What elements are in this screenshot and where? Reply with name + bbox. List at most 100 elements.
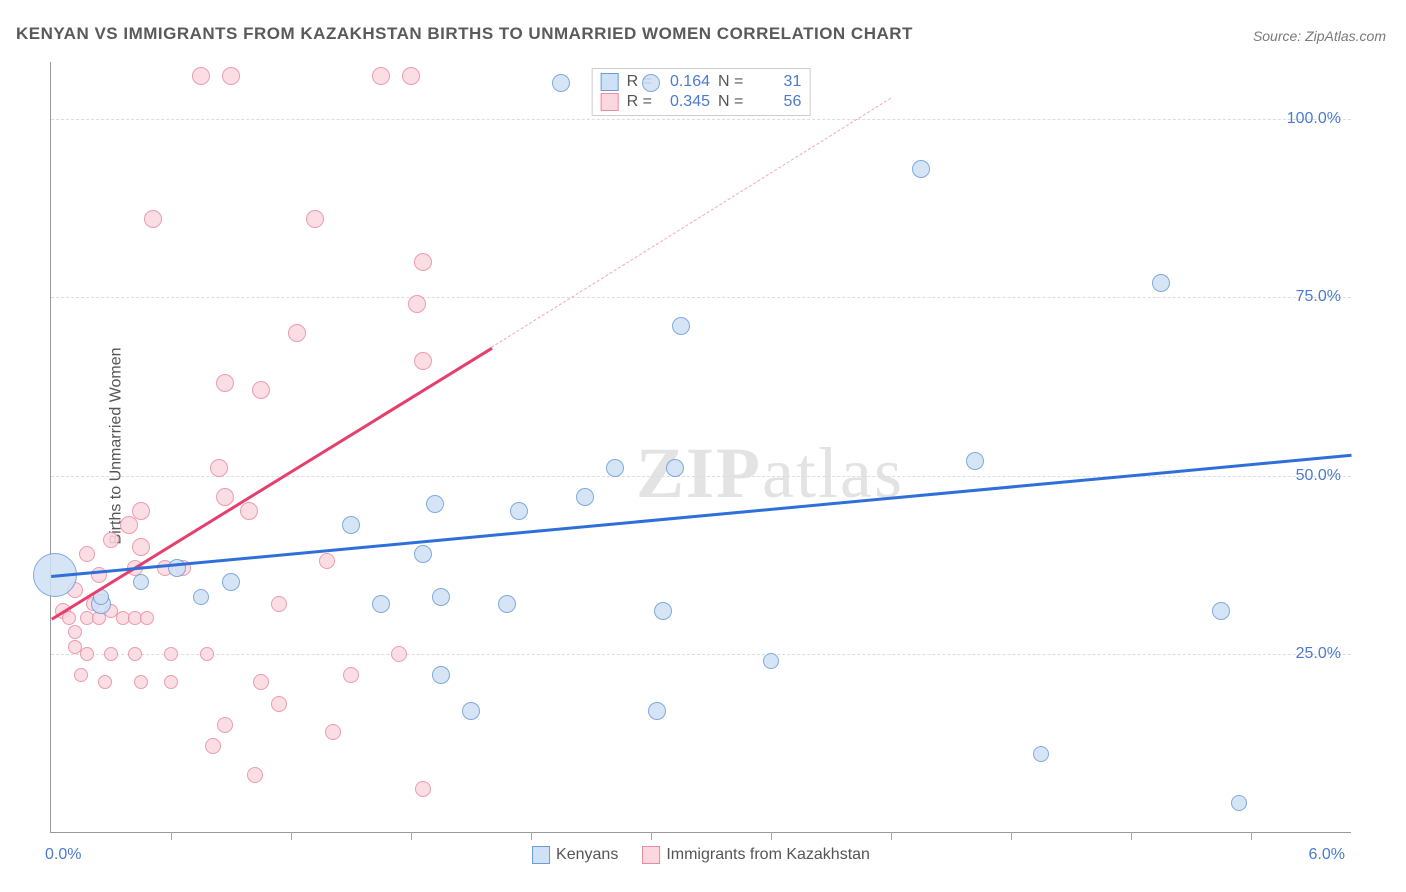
data-point-kenyans xyxy=(432,666,450,684)
data-point-kazakhstan xyxy=(217,717,233,733)
data-point-kenyans xyxy=(1231,795,1247,811)
x-axis-min-label: 0.0% xyxy=(45,846,81,864)
data-point-kazakhstan xyxy=(164,675,178,689)
data-point-kenyans xyxy=(193,589,209,605)
n-value-kenyans: 31 xyxy=(751,73,801,91)
legend-label-kenyans: Kenyans xyxy=(556,846,618,864)
chart-title: KENYAN VS IMMIGRANTS FROM KAZAKHSTAN BIR… xyxy=(16,24,913,44)
data-point-kazakhstan xyxy=(252,381,270,399)
gridline-h xyxy=(51,297,1351,298)
y-tick-label: 100.0% xyxy=(1287,110,1341,128)
legend-item-kazakhstan: Immigrants from Kazakhstan xyxy=(642,846,870,864)
data-point-kenyans xyxy=(672,317,690,335)
y-tick-label: 75.0% xyxy=(1296,288,1341,306)
legend-item-kenyans: Kenyans xyxy=(532,846,618,864)
data-point-kazakhstan xyxy=(80,647,94,661)
data-point-kazakhstan xyxy=(415,781,431,797)
data-point-kenyans xyxy=(654,602,672,620)
data-point-kazakhstan xyxy=(68,625,82,639)
data-point-kazakhstan xyxy=(288,324,306,342)
data-point-kazakhstan xyxy=(271,696,287,712)
data-point-kazakhstan xyxy=(192,67,210,85)
data-point-kazakhstan xyxy=(79,546,95,562)
data-point-kenyans xyxy=(222,573,240,591)
trendline-kazakhstan xyxy=(51,347,493,620)
data-point-kenyans xyxy=(426,495,444,513)
data-point-kazakhstan xyxy=(103,532,119,548)
legend-label-kazakhstan: Immigrants from Kazakhstan xyxy=(666,846,870,864)
data-point-kenyans xyxy=(342,516,360,534)
x-tick xyxy=(531,832,532,840)
data-point-kazakhstan xyxy=(164,647,178,661)
n-label: N = xyxy=(718,93,743,111)
data-point-kazakhstan xyxy=(391,646,407,662)
x-tick xyxy=(651,832,652,840)
legend: Kenyans Immigrants from Kazakhstan xyxy=(532,846,870,864)
x-tick xyxy=(891,832,892,840)
swatch-kazakhstan xyxy=(601,93,619,111)
data-point-kazakhstan xyxy=(216,488,234,506)
data-point-kenyans xyxy=(552,74,570,92)
data-point-kazakhstan xyxy=(253,674,269,690)
data-point-kazakhstan xyxy=(74,668,88,682)
data-point-kazakhstan xyxy=(372,67,390,85)
data-point-kazakhstan xyxy=(120,516,138,534)
gridline-h xyxy=(51,654,1351,655)
data-point-kenyans xyxy=(576,488,594,506)
data-point-kenyans xyxy=(666,459,684,477)
data-point-kenyans xyxy=(510,502,528,520)
data-point-kenyans xyxy=(912,160,930,178)
data-point-kenyans xyxy=(763,653,779,669)
data-point-kenyans xyxy=(1212,602,1230,620)
x-tick xyxy=(771,832,772,840)
data-point-kazakhstan xyxy=(414,352,432,370)
data-point-kenyans xyxy=(414,545,432,563)
data-point-kenyans xyxy=(606,459,624,477)
watermark-zip: ZIP xyxy=(636,433,762,513)
r-value-kenyans: 0.164 xyxy=(660,73,710,91)
data-point-kazakhstan xyxy=(402,67,420,85)
y-tick-label: 25.0% xyxy=(1296,645,1341,663)
gridline-h xyxy=(51,119,1351,120)
gridline-h xyxy=(51,476,1351,477)
data-point-kazakhstan xyxy=(200,647,214,661)
data-point-kenyans xyxy=(966,452,984,470)
data-point-kazakhstan xyxy=(325,724,341,740)
n-label: N = xyxy=(718,73,743,91)
n-value-kazakhstan: 56 xyxy=(751,93,801,111)
data-point-kazakhstan xyxy=(271,596,287,612)
r-value-kazakhstan: 0.345 xyxy=(660,93,710,111)
r-label: R = xyxy=(627,93,652,111)
data-point-kazakhstan xyxy=(104,647,118,661)
data-point-kazakhstan xyxy=(319,553,335,569)
data-point-kenyans xyxy=(1152,274,1170,292)
chart-plot-area: ZIPatlas R = 0.164 N = 31 R = 0.345 N = … xyxy=(50,62,1351,833)
data-point-kazakhstan xyxy=(128,647,142,661)
x-tick xyxy=(171,832,172,840)
stats-panel: R = 0.164 N = 31 R = 0.345 N = 56 xyxy=(592,68,811,116)
data-point-kazakhstan xyxy=(222,67,240,85)
data-point-kenyans xyxy=(498,595,516,613)
data-point-kazakhstan xyxy=(98,675,112,689)
watermark-atlas: atlas xyxy=(762,433,904,513)
legend-swatch-kazakhstan xyxy=(642,846,660,864)
data-point-kenyans xyxy=(462,702,480,720)
data-point-kenyans xyxy=(432,588,450,606)
data-point-kenyans xyxy=(133,574,149,590)
trendline-kazakhstan-extrapolated xyxy=(491,98,892,348)
legend-swatch-kenyans xyxy=(532,846,550,864)
x-tick xyxy=(291,832,292,840)
data-point-kazakhstan xyxy=(240,502,258,520)
stats-row-kazakhstan: R = 0.345 N = 56 xyxy=(601,93,802,111)
x-tick xyxy=(411,832,412,840)
x-tick xyxy=(1011,832,1012,840)
data-point-kazakhstan xyxy=(205,738,221,754)
data-point-kazakhstan xyxy=(343,667,359,683)
x-axis-max-label: 6.0% xyxy=(1309,846,1345,864)
data-point-kazakhstan xyxy=(140,611,154,625)
data-point-kazakhstan xyxy=(216,374,234,392)
data-point-kenyans xyxy=(642,74,660,92)
data-point-kazakhstan xyxy=(144,210,162,228)
swatch-kenyans xyxy=(601,73,619,91)
data-point-kazakhstan xyxy=(134,675,148,689)
